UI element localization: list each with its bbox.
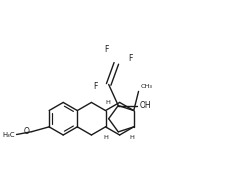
Text: H₃C: H₃C <box>2 132 15 138</box>
Text: F: F <box>104 45 109 54</box>
Text: F: F <box>93 82 97 91</box>
Text: H: H <box>105 100 110 105</box>
Text: H: H <box>103 135 108 140</box>
Text: H: H <box>129 135 134 140</box>
Text: O: O <box>24 127 30 136</box>
Text: CH₃: CH₃ <box>141 85 152 90</box>
Text: F: F <box>128 54 132 63</box>
Text: OH: OH <box>139 101 151 110</box>
